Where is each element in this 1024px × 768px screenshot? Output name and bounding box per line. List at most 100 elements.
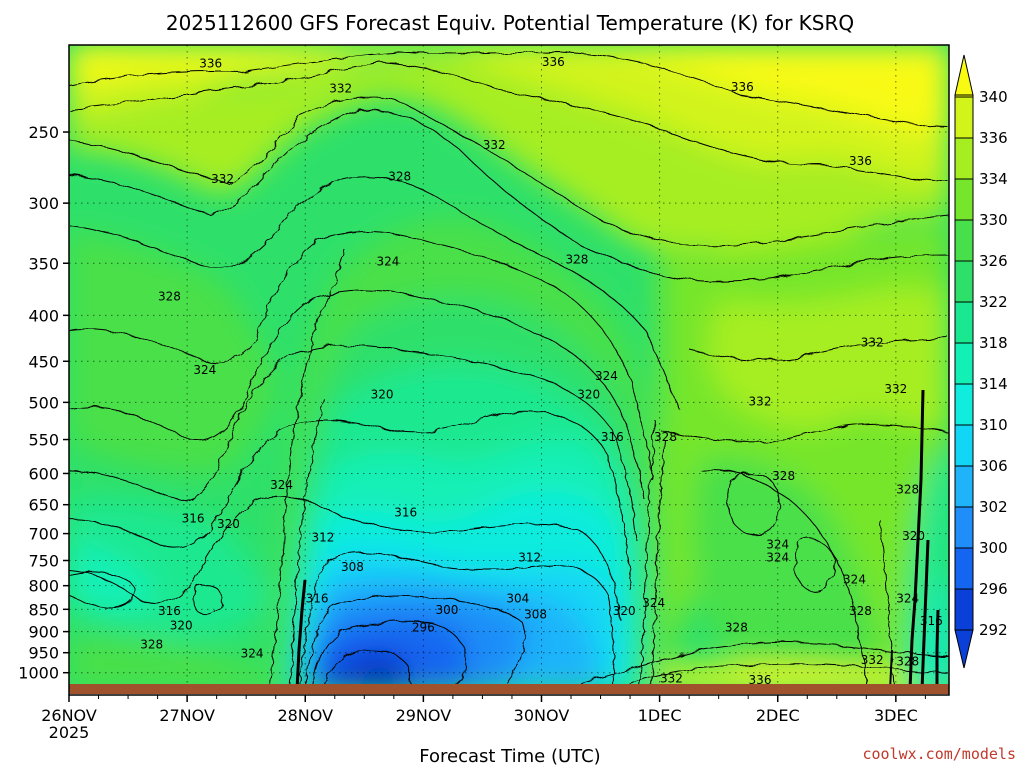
y-tick-label: 600 bbox=[28, 464, 59, 483]
contour-label: 308 bbox=[341, 560, 364, 574]
x-tick-label: 2DEC bbox=[756, 706, 800, 725]
contour-label: 332 bbox=[861, 335, 884, 349]
contour-label: 328 bbox=[772, 469, 795, 483]
dense-band-2 bbox=[920, 539, 930, 684]
dense-band-3 bbox=[935, 609, 940, 684]
colorbar-swatch bbox=[955, 384, 973, 425]
contour-label: 324 bbox=[896, 591, 919, 605]
colorbar-label: 296 bbox=[979, 580, 1008, 598]
contour-label: 332 bbox=[660, 671, 683, 685]
contour-label: 324 bbox=[642, 596, 665, 610]
colorbar-swatch bbox=[955, 425, 973, 466]
contour-label: 312 bbox=[518, 551, 541, 565]
y-tick-label: 850 bbox=[28, 600, 59, 619]
colorbar-label: 306 bbox=[979, 457, 1008, 475]
colorbar-label: 336 bbox=[979, 129, 1008, 147]
contour-right-332 bbox=[689, 337, 949, 361]
y-tick-label: 1000 bbox=[18, 664, 59, 683]
contour-label: 316 bbox=[601, 430, 624, 444]
y-tick-label: 900 bbox=[28, 623, 59, 642]
colorbar-swatch bbox=[955, 548, 973, 589]
y-tick-label: 700 bbox=[28, 525, 59, 544]
colorbar-label: 300 bbox=[979, 539, 1008, 557]
contour-312 bbox=[69, 410, 631, 591]
contour-label: 316 bbox=[306, 591, 329, 605]
contour-label: 320 bbox=[371, 387, 394, 401]
contour-label: 332 bbox=[211, 172, 234, 186]
contour-low-332 bbox=[630, 663, 949, 684]
contour-right-lines bbox=[879, 519, 894, 684]
x-tick-label: 27NOV bbox=[159, 706, 215, 725]
y-tick-label: 250 bbox=[28, 123, 59, 142]
y-tick-label: 750 bbox=[28, 552, 59, 571]
contour-label: 332 bbox=[749, 394, 772, 408]
contour-front-3 bbox=[639, 419, 656, 684]
ground-strip bbox=[69, 684, 949, 694]
y-tick-label: 500 bbox=[28, 393, 59, 412]
chart-title: 2025112600 GFS Forecast Equiv. Potential… bbox=[166, 11, 854, 35]
contour-label: 324 bbox=[193, 363, 216, 377]
colorbar-swatch bbox=[955, 179, 973, 220]
contour-label: 320 bbox=[577, 387, 600, 401]
field-340-bottom bbox=[701, 674, 899, 684]
colorbar-label: 330 bbox=[979, 211, 1008, 229]
contour-label: 328 bbox=[725, 621, 748, 635]
contour-label: 320 bbox=[217, 517, 240, 531]
x-tick-label: 30NOV bbox=[514, 706, 570, 725]
field-314-left bbox=[69, 540, 154, 612]
contour-label: 328 bbox=[654, 430, 677, 444]
contour-label: 308 bbox=[524, 607, 547, 621]
colorbar-swatch bbox=[955, 261, 973, 302]
y-tick-label: 550 bbox=[28, 431, 59, 450]
contour-334-top bbox=[69, 61, 949, 183]
contour-lines bbox=[69, 51, 949, 684]
contour-label: 328 bbox=[896, 655, 919, 669]
contour-304 bbox=[299, 552, 615, 684]
colorbar-label: 334 bbox=[979, 170, 1008, 188]
contour-336-top bbox=[69, 51, 949, 129]
field-326-right bbox=[692, 457, 880, 684]
field-334-right bbox=[709, 287, 949, 429]
colorbar-bottom-arrow bbox=[954, 629, 974, 669]
field-340-top bbox=[69, 45, 949, 133]
contour-label: 324 bbox=[376, 254, 399, 268]
contour-label: 316 bbox=[394, 506, 417, 520]
x-tick-label: 3DEC bbox=[874, 706, 918, 725]
field-326-left bbox=[69, 230, 280, 475]
colorbar-label: 302 bbox=[979, 498, 1008, 516]
contour-label: 324 bbox=[595, 369, 618, 383]
contour-label: 332 bbox=[329, 82, 352, 96]
colorbar-swatch bbox=[955, 343, 973, 384]
contour-label: 332 bbox=[884, 382, 907, 396]
contour-label: 336 bbox=[749, 673, 772, 687]
field-310-right-edge bbox=[930, 578, 949, 684]
dense-band-1 bbox=[908, 389, 925, 684]
contour-332-top bbox=[69, 96, 949, 247]
colorbar: 340 336 334 330 326 322 318 314 310 306 302 300 296 2… bbox=[954, 54, 1008, 669]
colorbar-label: 292 bbox=[979, 621, 1008, 639]
contour-right-box-2 bbox=[794, 538, 837, 593]
dense-band-4 bbox=[295, 579, 307, 684]
y-tick-label: 450 bbox=[28, 352, 59, 371]
contour-label: 336 bbox=[731, 80, 754, 94]
contour-label: 320 bbox=[613, 604, 636, 618]
contour-label: 328 bbox=[565, 252, 588, 266]
x-tick-label: 1DEC bbox=[638, 706, 682, 725]
contour-label: 316 bbox=[158, 604, 181, 618]
contour-right-328 bbox=[659, 423, 949, 443]
colorbar-label: 314 bbox=[979, 375, 1008, 393]
contour-label: 324 bbox=[766, 551, 789, 565]
contour-label: 336 bbox=[542, 55, 565, 69]
theta-e-field bbox=[69, 45, 949, 684]
contour-label: 324 bbox=[270, 478, 293, 492]
contour-left-loop bbox=[69, 571, 135, 609]
contour-right-box bbox=[726, 473, 780, 535]
y-tick-label: 350 bbox=[28, 254, 59, 273]
colorbar-label: 326 bbox=[979, 252, 1008, 270]
y-axis: 250 300 350 400 450 500 550 600 650 700 750 800 850 9… bbox=[18, 123, 69, 683]
contour-label: 332 bbox=[861, 653, 884, 667]
colorbar-swatch bbox=[955, 220, 973, 261]
contour-292 bbox=[323, 649, 411, 684]
